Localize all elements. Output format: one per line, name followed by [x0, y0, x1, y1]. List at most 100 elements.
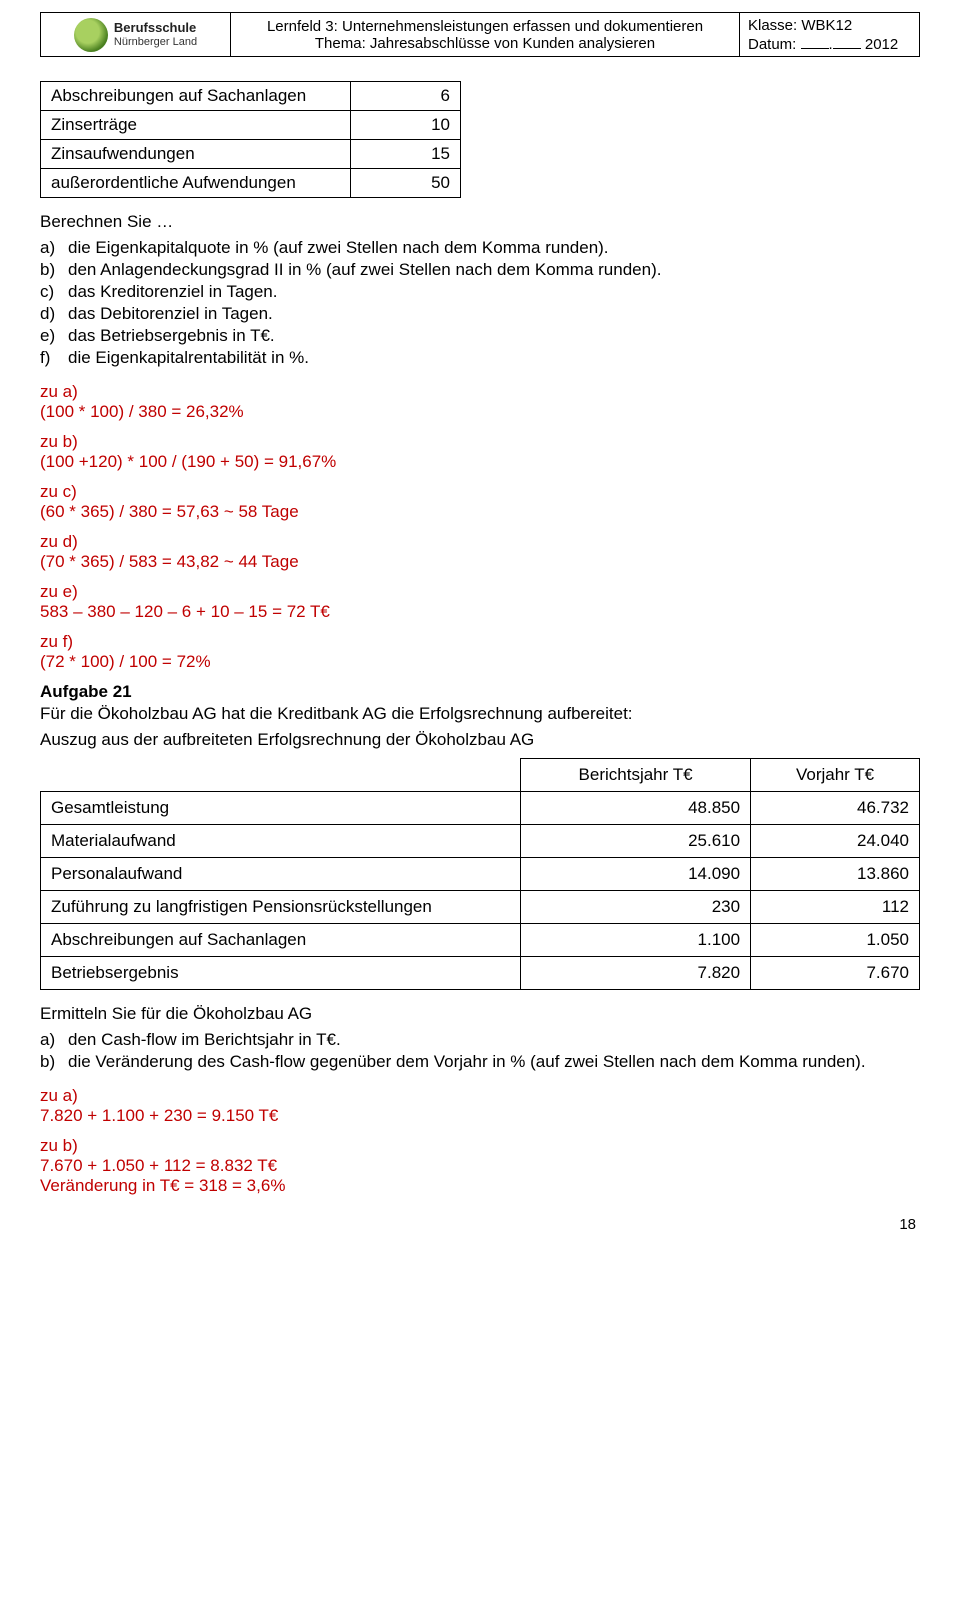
table-row: außerordentliche Aufwendungen50: [41, 169, 461, 198]
answer-body: 583 – 380 – 120 – 6 + 10 – 15 = 72 T€: [40, 602, 330, 621]
datum-blank: [801, 34, 829, 49]
list-item: a)den Cash-flow im Berichtsjahr in T€.: [40, 1030, 920, 1050]
datum-label: Datum:: [748, 36, 796, 53]
row-c1: 25.610: [521, 825, 751, 858]
answer-body: (60 * 365) / 380 = 57,63 ~ 58 Tage: [40, 502, 299, 521]
row-label: Abschreibungen auf Sachanlagen: [41, 82, 351, 111]
datum-blank2: [833, 34, 861, 49]
row-c2: 7.670: [751, 957, 920, 990]
answers-block: zu a)(100 * 100) / 380 = 26,32%zu b)(100…: [40, 382, 920, 672]
item-marker: a): [40, 238, 68, 258]
table-row: Zinserträge10: [41, 111, 461, 140]
lernfeld-line: Lernfeld 3: Unternehmensleistungen erfas…: [267, 18, 703, 35]
answer-body: (100 * 100) / 380 = 26,32%: [40, 402, 244, 421]
list-item: f)die Eigenkapitalrentabilität in %.: [40, 348, 920, 368]
item-text: die Eigenkapitalquote in % (auf zwei Ste…: [68, 238, 920, 258]
list-item: e)das Betriebsergebnis in T€.: [40, 326, 920, 346]
row-label: außerordentliche Aufwendungen: [41, 169, 351, 198]
row-label: Zinsaufwendungen: [41, 140, 351, 169]
row-c2: 46.732: [751, 792, 920, 825]
answer2-b: zu b) 7.670 + 1.050 + 112 = 8.832 T€ Ver…: [40, 1136, 920, 1196]
answer-item: zu b)(100 +120) * 100 / (190 + 50) = 91,…: [40, 432, 920, 472]
list-item: d)das Debitorenziel in Tagen.: [40, 304, 920, 324]
answer2-b-body1: 7.670 + 1.050 + 112 = 8.832 T€: [40, 1156, 277, 1175]
answer-item: zu c)(60 * 365) / 380 = 57,63 ~ 58 Tage: [40, 482, 920, 522]
answer-item: zu d)(70 * 365) / 583 = 43,82 ~ 44 Tage: [40, 532, 920, 572]
answer-body: (70 * 365) / 583 = 43,82 ~ 44 Tage: [40, 552, 299, 571]
answer-head: zu f): [40, 632, 73, 651]
answer-body: (72 * 100) / 100 = 72%: [40, 652, 211, 671]
header-right: Klasse: WBK12 Datum: . 2012: [740, 13, 920, 57]
item-text: das Betriebsergebnis in T€.: [68, 326, 920, 346]
row-label: Materialaufwand: [41, 825, 521, 858]
logo-text: Berufsschule Nürnberger Land: [114, 21, 197, 47]
item-marker: b): [40, 1052, 68, 1072]
row-value: 50: [351, 169, 461, 198]
ermitteln-list: a)den Cash-flow im Berichtsjahr in T€.b)…: [40, 1030, 920, 1072]
row-c1: 14.090: [521, 858, 751, 891]
row-label: Betriebsergebnis: [41, 957, 521, 990]
school-logo-icon: [74, 18, 108, 52]
answer2-b-body2: Veränderung in T€ = 318 = 3,6%: [40, 1176, 285, 1195]
logo-line2: Nürnberger Land: [114, 36, 197, 48]
answer-head: zu d): [40, 532, 78, 551]
erfolgsrechnung-table: Berichtsjahr T€ Vorjahr T€ Gesamtleistun…: [40, 758, 920, 990]
table-row: Abschreibungen auf Sachanlagen1.1001.050: [41, 924, 920, 957]
row-c2: 13.860: [751, 858, 920, 891]
answer-head: zu b): [40, 432, 78, 451]
small-table-body: Abschreibungen auf Sachanlagen6Zinserträ…: [41, 82, 461, 198]
row-c1: 48.850: [521, 792, 751, 825]
erfolgsrechnung-body: Gesamtleistung48.85046.732 Materialaufwan…: [41, 792, 920, 990]
aufgabe21-sub: Auszug aus der aufbreiteten Erfolgsrechn…: [40, 730, 920, 750]
table-row: Abschreibungen auf Sachanlagen6: [41, 82, 461, 111]
row-label: Zinserträge: [41, 111, 351, 140]
item-text: die Veränderung des Cash-flow gegenüber …: [68, 1052, 920, 1072]
page: Berufsschule Nürnberger Land Lernfeld 3:…: [0, 0, 960, 1253]
table-row: Zinsaufwendungen15: [41, 140, 461, 169]
item-marker: a): [40, 1030, 68, 1050]
row-c1: 230: [521, 891, 751, 924]
answer-item: zu a)(100 * 100) / 380 = 26,32%: [40, 382, 920, 422]
answer2-a-head: zu a): [40, 1086, 78, 1105]
list-item: a)die Eigenkapitalquote in % (auf zwei S…: [40, 238, 920, 258]
logo-cell: Berufsschule Nürnberger Land: [41, 13, 231, 57]
row-c2: 1.050: [751, 924, 920, 957]
row-c1: 7.820: [521, 957, 751, 990]
answer2-a-body: 7.820 + 1.100 + 230 = 9.150 T€: [40, 1106, 278, 1125]
row-label: Zuführung zu langfristigen Pensionsrücks…: [41, 891, 521, 924]
list-item: b)die Veränderung des Cash-flow gegenübe…: [40, 1052, 920, 1072]
ermitteln-lead: Ermitteln Sie für die Ökoholzbau AG: [40, 1004, 920, 1024]
blank-header: [41, 759, 521, 792]
col2-header: Vorjahr T€: [751, 759, 920, 792]
row-value: 6: [351, 82, 461, 111]
question-list: a)die Eigenkapitalquote in % (auf zwei S…: [40, 238, 920, 368]
klasse-label: Klasse:: [748, 17, 797, 34]
question-intro: Berechnen Sie …: [40, 212, 920, 232]
table-row: Personalaufwand14.09013.860: [41, 858, 920, 891]
thema-line: Thema: Jahresabschlüsse von Kunden analy…: [315, 35, 655, 52]
row-c1: 1.100: [521, 924, 751, 957]
row-value: 15: [351, 140, 461, 169]
answer2-a: zu a) 7.820 + 1.100 + 230 = 9.150 T€: [40, 1086, 920, 1126]
header-center: Lernfeld 3: Unternehmensleistungen erfas…: [231, 13, 740, 57]
logo-line1: Berufsschule: [114, 20, 196, 35]
item-marker: f): [40, 348, 68, 368]
item-marker: c): [40, 282, 68, 302]
list-item: c)das Kreditorenziel in Tagen.: [40, 282, 920, 302]
page-number: 18: [40, 1216, 920, 1233]
item-text: das Debitorenziel in Tagen.: [68, 304, 920, 324]
small-data-table: Abschreibungen auf Sachanlagen6Zinserträ…: [40, 81, 461, 198]
item-text: den Anlagendeckungsgrad II in % (auf zwe…: [68, 260, 920, 280]
table-row: Betriebsergebnis7.8207.670: [41, 957, 920, 990]
list-item: b)den Anlagendeckungsgrad II in % (auf z…: [40, 260, 920, 280]
item-text: das Kreditorenziel in Tagen.: [68, 282, 920, 302]
answer-head: zu a): [40, 382, 78, 401]
klasse-value: WBK12: [801, 17, 852, 34]
item-text: den Cash-flow im Berichtsjahr in T€.: [68, 1030, 920, 1050]
item-text: die Eigenkapitalrentabilität in %.: [68, 348, 920, 368]
item-marker: b): [40, 260, 68, 280]
datum-year: 2012: [865, 36, 898, 53]
answer-body: (100 +120) * 100 / (190 + 50) = 91,67%: [40, 452, 336, 471]
row-label: Personalaufwand: [41, 858, 521, 891]
row-label: Gesamtleistung: [41, 792, 521, 825]
